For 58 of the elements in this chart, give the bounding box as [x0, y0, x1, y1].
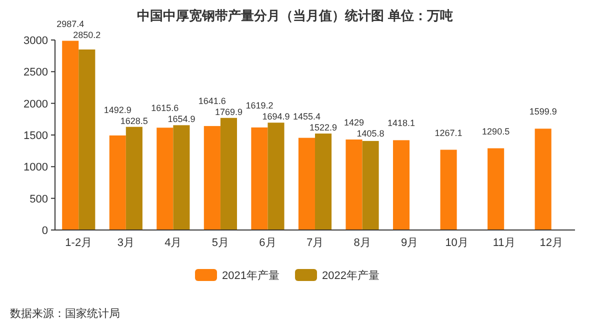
- bar: [78, 49, 96, 230]
- x-tick-label: 8月: [354, 237, 371, 249]
- data-label: 1694.9: [262, 112, 290, 122]
- y-tick-label: 2500: [24, 66, 48, 79]
- data-label: 1429: [344, 117, 364, 128]
- x-tick-label: 5月: [212, 237, 230, 249]
- data-label: 1290.5: [482, 126, 510, 136]
- data-label: 1641.6: [198, 96, 226, 106]
- bar: [346, 139, 362, 230]
- data-label: 1619.2: [246, 100, 274, 111]
- x-tick-label: 3月: [117, 237, 134, 249]
- bar: [173, 125, 190, 230]
- y-tick-label: 0: [42, 225, 48, 237]
- data-label: 1615.6: [151, 103, 179, 114]
- data-label: 2987.4: [56, 18, 84, 29]
- x-tick-label: 4月: [164, 237, 182, 249]
- bar: [268, 122, 284, 230]
- x-tick-label: 11月: [492, 237, 516, 249]
- bar: [298, 138, 315, 230]
- bar: [488, 148, 504, 230]
- y-tick-label: 500: [30, 193, 48, 206]
- y-tick-label: 1000: [24, 162, 48, 174]
- data-label: 1418.1: [388, 118, 416, 128]
- bar: [204, 126, 220, 230]
- x-tick-label: 9月: [400, 237, 418, 249]
- bar: [220, 118, 237, 230]
- bar: [156, 128, 174, 230]
- bar: [440, 150, 457, 230]
- x-tick-label: 10月: [445, 237, 468, 249]
- x-tick-label: 7月: [306, 237, 324, 249]
- bar: [109, 135, 126, 230]
- data-label: 1654.9: [168, 114, 196, 124]
- data-label: 1267.1: [434, 128, 462, 138]
- data-label: 1628.5: [120, 116, 148, 126]
- y-tick-label: 2000: [24, 98, 48, 110]
- data-label: 1599.9: [529, 106, 557, 117]
- bar: [362, 140, 379, 230]
- x-tick-label: 1-2月: [65, 237, 92, 249]
- legend-label: 2022年产量: [322, 269, 380, 282]
- data-label: 2850.2: [73, 30, 101, 40]
- y-tick-label: 3000: [24, 35, 48, 47]
- bar: [534, 128, 552, 230]
- data-label: 1769.9: [214, 106, 242, 117]
- x-tick-label: 12月: [540, 237, 563, 249]
- data-label: 1522.9: [310, 122, 338, 133]
- bar: [393, 140, 410, 230]
- bar: [126, 126, 142, 230]
- legend-label: 2021年产量: [222, 269, 280, 282]
- bar: [62, 40, 79, 230]
- y-tick-label: 1500: [24, 130, 48, 142]
- data-label: 1492.9: [104, 104, 132, 115]
- source-note: 数据来源：国家统计局: [10, 307, 120, 320]
- data-label: 1405.8: [356, 128, 384, 138]
- bar: [315, 134, 332, 230]
- x-tick-label: 6月: [259, 237, 276, 249]
- bar: [251, 127, 268, 230]
- data-label: 1455.4: [292, 112, 320, 122]
- chart-title: 中国中厚宽钢带产量分月（当月值）统计图 单位：万吨: [137, 8, 453, 23]
